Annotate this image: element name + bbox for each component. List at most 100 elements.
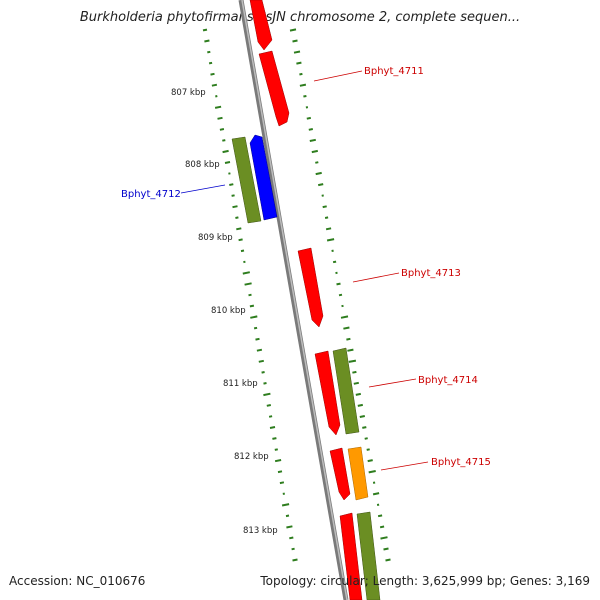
gc-skew-mark [258, 359, 264, 363]
gc-skew-mark [322, 205, 327, 209]
tick-label-809: 809 kbp [198, 233, 233, 243]
gene-feature[interactable] [339, 512, 363, 600]
gc-skew-mark [248, 293, 252, 297]
gene-feature-bphyt-4713[interactable] [297, 247, 324, 328]
gene-label-bphyt-4712[interactable]: Bphyt_4712 [121, 189, 181, 200]
gc-skew-mark [204, 39, 210, 43]
gc-skew-mark [256, 348, 263, 352]
gc-skew-mark [293, 50, 301, 54]
gc-skew-mark [269, 426, 276, 429]
gc-skew-mark [291, 547, 295, 551]
map-title: Burkholderia phytofirmans PsJN chromosom… [79, 10, 521, 25]
gene-feature-bphyt-4714[interactable] [314, 350, 341, 436]
gc-skew-mark [383, 547, 389, 551]
gc-skew-mark [208, 61, 213, 65]
gc-skew-mark [214, 105, 222, 109]
gene-label-bphyt-4713[interactable]: Bphyt_4713 [401, 268, 461, 279]
gc-skew-mark [303, 95, 307, 98]
scale-ticks: 807 kbp 808 kbp 809 kbp 810 kbp 811 kbp … [171, 88, 278, 536]
gc-skew-mark [207, 50, 211, 54]
gc-skew-mark [277, 470, 283, 474]
gc-skew-mark [308, 128, 313, 131]
gc-skew-mark [268, 415, 273, 418]
tick-label-811: 811 kbp [223, 379, 258, 389]
gc-skew-mark [244, 282, 252, 286]
gc-skew-mark [348, 359, 357, 363]
gene-labels[interactable]: Bphyt_4711 Bphyt_4712 Bphyt_4713 Bphyt_4… [121, 66, 491, 468]
gc-skew-mark [240, 249, 245, 253]
backbone [238, 0, 349, 600]
gene-label-bphyt-4715[interactable]: Bphyt_4715 [431, 457, 491, 468]
gc-skew-mark [222, 149, 229, 154]
gc-skew-mark [357, 403, 363, 407]
gc-skew-mark [255, 337, 260, 341]
gc-skew-mark [364, 437, 368, 440]
gc-skew-mark [380, 536, 388, 540]
gc-skew-mark [311, 149, 318, 154]
gc-skew-mark [318, 183, 324, 187]
gc-skew-mark [306, 116, 311, 120]
gc-skew-mark [336, 282, 341, 286]
gc-skew-mark [385, 558, 391, 562]
gc-skew-mark [315, 161, 319, 164]
gc-skew-mark [343, 326, 350, 330]
tick-label-812: 812 kbp [234, 452, 269, 462]
gc-skew-mark [326, 238, 335, 242]
gc-skew-mark [338, 293, 343, 297]
gc-skew-mark [210, 72, 215, 76]
gc-skew-mark [368, 470, 376, 474]
gc-skew-mark [315, 171, 322, 176]
gene-feature[interactable] [249, 0, 273, 51]
gene-label-bphyt-4714[interactable]: Bphyt_4714 [418, 375, 478, 386]
gene-feature-bphyt-4711[interactable] [258, 50, 290, 127]
gene-feature[interactable] [332, 347, 360, 435]
gc-skew-mark [219, 128, 225, 131]
gc-skew-mark [359, 415, 365, 418]
genes[interactable] [231, 0, 381, 600]
gc-skew-mark [242, 271, 250, 275]
gc-skew-mark [261, 371, 265, 374]
gc-skew-mark [289, 536, 294, 540]
gene-feature-bphyt-4712[interactable] [249, 134, 278, 221]
gc-skew-mark [366, 448, 370, 451]
gc-skew-mark [292, 558, 298, 562]
gc-skew-mark [211, 83, 218, 87]
gc-skew-mark [274, 448, 278, 451]
gc-skew-mark [292, 39, 298, 43]
gc-skew-mark [372, 492, 380, 496]
gc-skew-mark [272, 437, 277, 440]
gc-skew-mark [217, 116, 223, 120]
gene-label-bphyt-4711[interactable]: Bphyt_4711 [364, 66, 424, 77]
gc-skew-mark [309, 138, 316, 142]
gc-skew-mark [299, 72, 303, 76]
gc-skew-mark [325, 227, 332, 231]
gc-skew-mark [367, 459, 373, 463]
gc-skew-mark [263, 392, 271, 397]
gc-ring-inner [202, 28, 298, 562]
gc-skew-mark [263, 382, 267, 385]
gc-skew-mark [229, 183, 234, 186]
gc-skew-mark [289, 28, 297, 32]
gc-skew-mark [249, 304, 255, 308]
gene-feature[interactable] [356, 511, 381, 600]
gene-feature[interactable] [347, 446, 369, 501]
gc-skew-mark [235, 216, 239, 219]
gc-skew-mark [224, 161, 231, 164]
gc-skew-mark [379, 525, 385, 529]
tick-label-810: 810 kbp [211, 306, 246, 316]
gc-skew-mark [332, 260, 337, 264]
tick-label-808: 808 kbp [185, 160, 220, 170]
gene-feature-bphyt-4715[interactable] [329, 447, 351, 501]
gc-skew-mark [285, 514, 290, 518]
gc-ring-outer [289, 28, 391, 562]
gc-skew-mark [355, 392, 361, 396]
gene-feature[interactable] [231, 136, 262, 224]
gc-skew-mark [253, 326, 258, 330]
accession-text: Accession: NC_010676 [9, 574, 146, 588]
label-leaders [180, 70, 429, 471]
gc-skew-mark [279, 481, 285, 485]
gc-skew-mark [353, 381, 359, 385]
gc-skew-mark [352, 370, 357, 374]
gc-skew-mark [232, 205, 238, 209]
